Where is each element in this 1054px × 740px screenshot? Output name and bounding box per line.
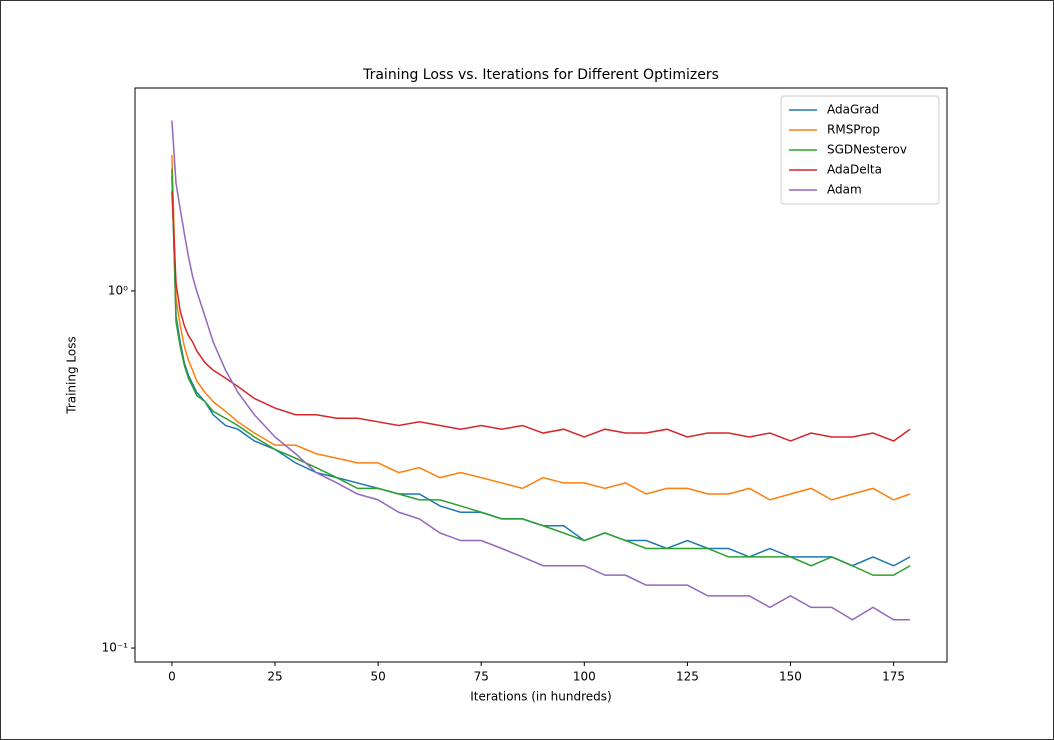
plot-frame [134,87,948,663]
legend-label: AdaGrad [827,103,879,117]
x-tick-label: 125 [676,670,699,684]
y-tick-label: 10⁻¹ [102,641,129,655]
line-series [171,120,911,621]
legend-label: RMSProp [827,123,880,137]
y-tick-label: 10⁰ [108,283,128,297]
legend-label: SGDNesterov [827,143,907,157]
x-tick-label: 175 [882,670,905,684]
line-series [171,155,911,501]
legend-label: AdaDelta [827,163,882,177]
x-tick-label: 0 [168,670,176,684]
line-series [171,168,911,576]
chart-title: Training Loss vs. Iterations for Differe… [362,67,719,83]
x-tick-label: 50 [370,670,385,684]
x-tick-label: 75 [474,670,489,684]
x-tick-label: 150 [779,670,802,684]
x-tick-label: 25 [267,670,282,684]
x-tick-label: 100 [573,670,596,684]
x-axis-label: Iterations (in hundreds) [470,690,611,704]
y-axis-label: Training Loss [65,336,79,414]
legend-label: Adam [827,183,862,197]
legend-box [780,95,940,205]
line-series [171,191,911,442]
